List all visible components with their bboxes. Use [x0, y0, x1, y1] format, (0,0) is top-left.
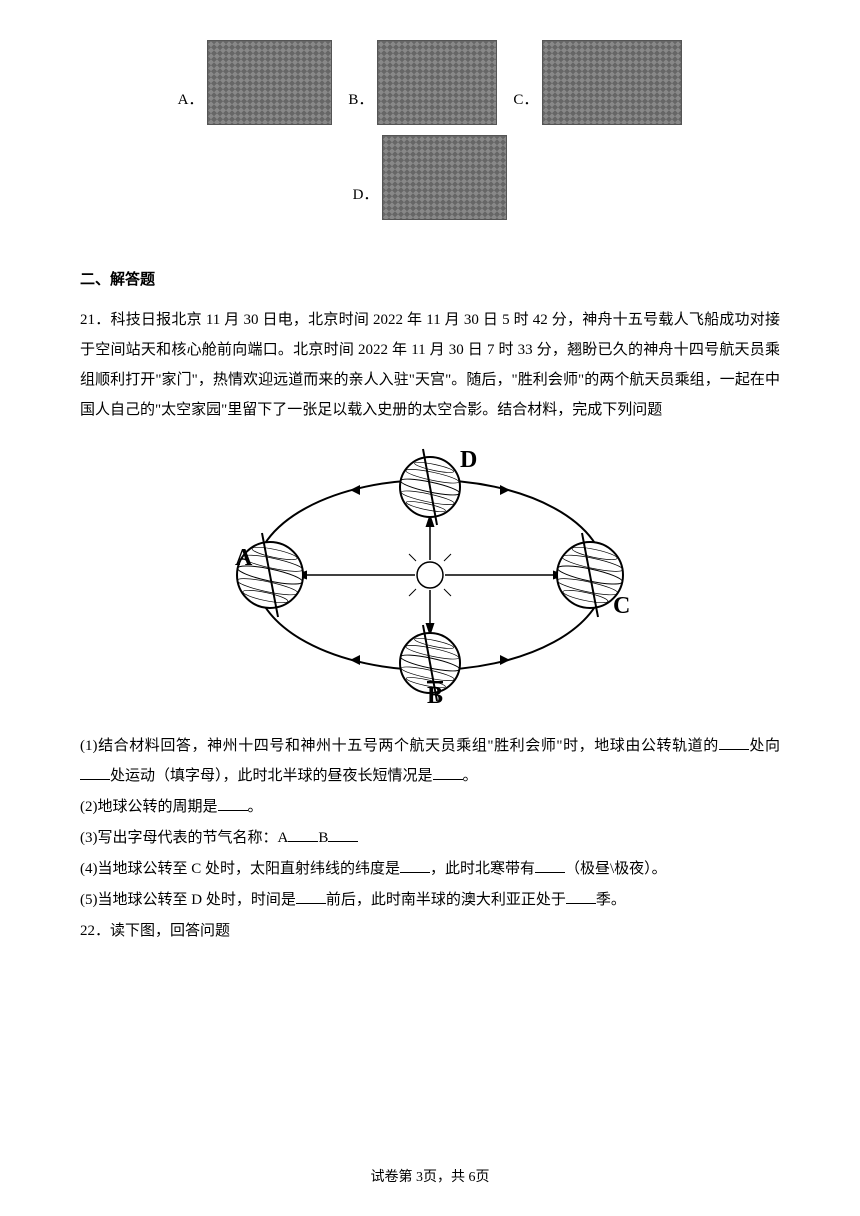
q21-sub5-b: 前后，此时南半球的澳大利亚正处于 [326, 892, 566, 908]
blank [296, 886, 326, 904]
q21-sub3: (3)写出字母代表的节气名称：A B [80, 823, 780, 853]
option-b-image [377, 40, 497, 125]
option-c-image [542, 40, 682, 125]
section-header: 二、解答题 [80, 265, 780, 295]
blank [80, 762, 110, 780]
blank [218, 793, 248, 811]
q21-sub4-a: (4)当地球公转至 C 处时，太阳直射纬线的纬度是 [80, 861, 400, 877]
q21-sub5: (5)当地球公转至 D 处时，时间是 前后，此时南半球的澳大利亚正处于 季。 [80, 885, 780, 915]
blank [719, 732, 749, 750]
diagram-label-b: B [427, 683, 443, 705]
orbit-diagram: A C D [80, 445, 780, 716]
option-c: C． [513, 40, 682, 125]
option-d-label: D． [353, 180, 379, 210]
orbit-svg: A C D [215, 445, 645, 705]
blank [535, 855, 565, 873]
q21-sub1-c: 处运动（填字母），此时北半球的昼夜长短情况是 [110, 768, 433, 784]
diagram-label-a: A [235, 545, 253, 571]
option-a-label: A． [178, 85, 204, 115]
option-d-image [382, 135, 507, 220]
option-b-label: B． [348, 85, 373, 115]
q21-sub4: (4)当地球公转至 C 处时，太阳直射纬线的纬度是 ，此时北寒带有 （极昼\极夜）。 [80, 854, 780, 884]
q22: 22．读下图，回答问题 [80, 916, 780, 946]
q21-sub3-a: (3)写出字母代表的节气名称：A [80, 830, 288, 846]
blank [433, 762, 463, 780]
q21-sub4-c: （极昼\极夜）。 [565, 861, 667, 877]
options-row-1: A． B． C． [80, 40, 780, 125]
diagram-label-c: C [613, 593, 630, 619]
q21-intro: 21．科技日报北京 11 月 30 日电，北京时间 2022 年 11 月 30… [80, 305, 780, 425]
q21-sub2-b: 。 [248, 799, 263, 815]
q21-sub2-a: (2)地球公转的周期是 [80, 799, 218, 815]
q21-sub1-b: 处向 [749, 738, 780, 754]
q21-sub3-b: B [318, 830, 328, 846]
q21-sub1: (1)结合材料回答，神州十四号和神州十五号两个航天员乘组"胜利会师"时，地球由公… [80, 731, 780, 791]
q21-sub5-c: 季。 [596, 892, 626, 908]
option-a: A． [178, 40, 333, 125]
option-d: D． [353, 135, 508, 220]
blank [328, 824, 358, 842]
option-c-label: C． [513, 85, 538, 115]
blank [566, 886, 596, 904]
blank [288, 824, 318, 842]
q21-sub2: (2)地球公转的周期是 。 [80, 792, 780, 822]
option-b: B． [348, 40, 497, 125]
q21-sub4-b: ，此时北寒带有 [430, 861, 535, 877]
blank [400, 855, 430, 873]
q21-sub1-a: (1)结合材料回答，神州十四号和神州十五号两个航天员乘组"胜利会师"时，地球由公… [80, 738, 719, 754]
page-footer: 试卷第 3页，共 6页 [0, 1164, 860, 1192]
options-row-2: D． [80, 135, 780, 220]
option-a-image [207, 40, 332, 125]
q21-sub5-a: (5)当地球公转至 D 处时，时间是 [80, 892, 296, 908]
diagram-label-d: D [460, 447, 477, 473]
q21-sub1-d: 。 [463, 768, 478, 784]
